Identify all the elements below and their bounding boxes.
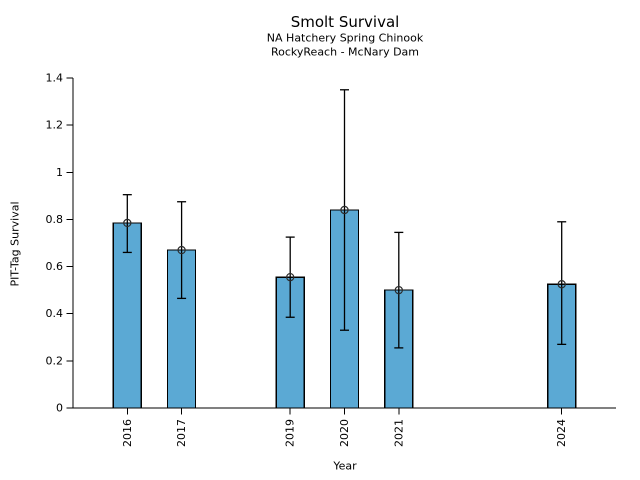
y-tick-label: 1.2 [46, 119, 64, 132]
chart-title: Smolt Survival [290, 13, 400, 31]
chart-subtitle-2: RockyReach - McNary Dam [270, 45, 420, 59]
data-point-marker [123, 218, 132, 228]
data-point-marker [340, 205, 349, 215]
y-tick-label: 0.6 [46, 260, 64, 273]
data-point-marker [177, 245, 186, 255]
x-tick-label: 2017 [175, 419, 188, 447]
data-point-marker [286, 272, 295, 282]
y-tick-label: 0.8 [46, 213, 64, 226]
x-tick-label: 2024 [555, 419, 568, 447]
y-tick-label: 1 [56, 166, 63, 179]
x-axis-label: Year [333, 459, 357, 473]
y-tick-label: 0.2 [46, 354, 64, 367]
y-tick-label: 0.4 [46, 307, 64, 320]
x-tick-label: 2020 [338, 419, 351, 447]
y-axis-label: PIT-Tag Survival [8, 201, 22, 287]
x-tick-label: 2021 [392, 419, 405, 447]
y-tick-label: 0 [56, 402, 63, 415]
x-tick-label: 2016 [121, 419, 134, 447]
y-tick-label: 1.4 [46, 72, 64, 85]
chart-subtitle-1: NA Hatchery Spring Chinook [266, 31, 424, 45]
data-point-marker [557, 280, 566, 289]
data-point-marker [394, 285, 403, 295]
x-tick-label: 2019 [284, 419, 297, 447]
